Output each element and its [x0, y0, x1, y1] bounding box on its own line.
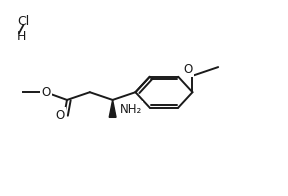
Text: Cl: Cl [17, 15, 29, 28]
Text: O: O [55, 109, 64, 122]
Text: NH₂: NH₂ [120, 103, 142, 116]
Polygon shape [109, 100, 116, 117]
Text: H: H [17, 30, 26, 43]
Text: O: O [183, 63, 192, 76]
Text: O: O [41, 86, 50, 99]
